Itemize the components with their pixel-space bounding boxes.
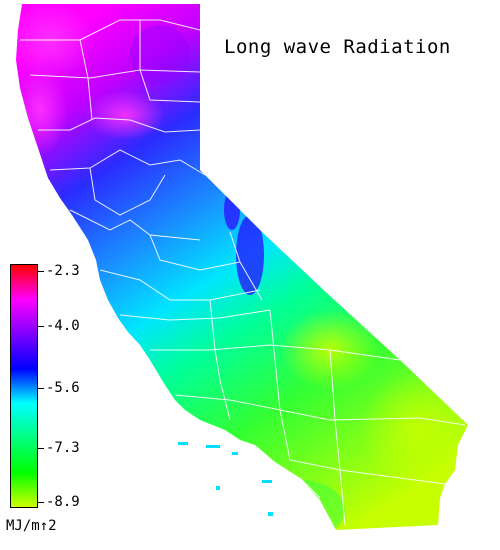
color-scale-bar xyxy=(10,264,38,508)
map-title: Long wave Radiation xyxy=(224,36,451,58)
county-boundaries xyxy=(20,19,466,526)
legend-tick-label: -7.3 xyxy=(46,440,80,456)
legend-unit-label: MJ/m↑2 xyxy=(6,518,57,534)
legend-tick-mark xyxy=(38,388,44,389)
channel-islands xyxy=(178,442,273,516)
legend-tick-mark xyxy=(38,448,44,449)
legend-tick-label: -2.3 xyxy=(46,263,80,279)
legend-tick-mark xyxy=(38,271,44,272)
legend-tick-label: -4.0 xyxy=(46,318,80,334)
legend-tick-label: -8.9 xyxy=(46,494,80,510)
legend-tick-label: -5.6 xyxy=(46,380,80,396)
legend-tick-mark xyxy=(38,502,44,503)
legend-tick-mark xyxy=(38,326,44,327)
